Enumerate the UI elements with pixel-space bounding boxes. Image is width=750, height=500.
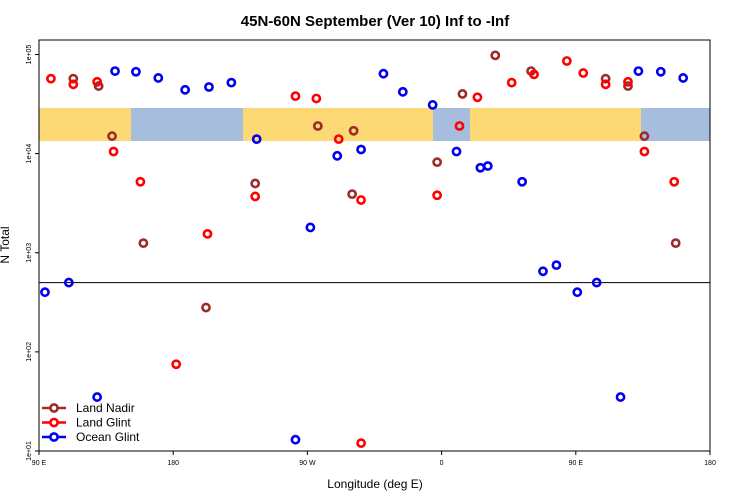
y-axis: 1e+01 1e+02 1e+03 1e+04 1e+05 xyxy=(26,45,39,461)
data-point xyxy=(633,66,644,76)
y-tick-label: 1e+02 xyxy=(26,342,33,362)
data-point xyxy=(615,392,626,402)
data-point xyxy=(153,73,164,83)
data-point xyxy=(639,146,650,157)
map-land-asia-repeat xyxy=(470,108,641,141)
data-point xyxy=(655,66,666,77)
data-point xyxy=(506,77,517,88)
data-point xyxy=(490,50,501,61)
data-point xyxy=(591,277,602,288)
data-point xyxy=(131,66,141,77)
data-point xyxy=(312,121,323,131)
data-point xyxy=(290,91,301,102)
data-point xyxy=(600,79,611,90)
data-point xyxy=(356,438,366,449)
data-point xyxy=(517,176,528,187)
data-point xyxy=(110,66,120,76)
y-axis-label: N Total xyxy=(0,226,12,263)
data-point xyxy=(561,56,572,66)
map-band xyxy=(39,108,710,141)
data-point xyxy=(454,121,465,131)
data-point xyxy=(138,238,149,249)
x-axis: 90 E 180 90 W 0 90 E 180 xyxy=(32,451,716,467)
data-point xyxy=(63,277,74,288)
data-point xyxy=(135,176,146,187)
data-point xyxy=(251,134,262,145)
data-point xyxy=(204,82,214,92)
data-point xyxy=(348,125,359,136)
map-land-asia xyxy=(39,108,131,141)
x-tick-label: 180 xyxy=(167,460,179,467)
x-tick-label: 90 E xyxy=(32,460,47,467)
legend-marker xyxy=(49,432,59,442)
data-point xyxy=(250,178,261,189)
data-point xyxy=(578,68,589,78)
data-point xyxy=(68,79,79,90)
legend-label: Land Nadir xyxy=(76,401,135,415)
legend-label: Land Glint xyxy=(76,416,131,430)
data-point xyxy=(290,434,301,445)
data-point xyxy=(92,392,103,402)
data-point xyxy=(108,146,119,157)
x-tick-label: 180 xyxy=(704,460,716,467)
data-point xyxy=(202,228,213,239)
legend-marker xyxy=(49,417,59,428)
legend-marker xyxy=(49,403,59,413)
data-point xyxy=(92,76,103,87)
data-point xyxy=(427,100,438,110)
data-point xyxy=(68,73,79,84)
x-tick-label: 0 xyxy=(440,460,444,467)
data-point xyxy=(538,266,548,277)
data-point xyxy=(250,191,261,202)
data-point xyxy=(472,92,483,103)
data-point xyxy=(378,68,389,79)
data-point xyxy=(482,161,493,171)
data-point xyxy=(46,73,56,84)
plot-frame xyxy=(38,39,711,452)
x-axis-label: Longitude (deg E) xyxy=(327,477,422,491)
data-point xyxy=(356,195,366,205)
data-point xyxy=(40,287,50,298)
data-point xyxy=(623,76,633,87)
data-point xyxy=(572,287,583,298)
y-tick-label: 1e+05 xyxy=(26,45,33,65)
data-point xyxy=(639,131,650,142)
data-point xyxy=(551,260,562,271)
data-point xyxy=(332,150,343,161)
data-point xyxy=(600,73,611,84)
data-point xyxy=(333,134,344,145)
data-point xyxy=(432,190,443,201)
data-point xyxy=(457,89,468,99)
y-tick-label: 1e+01 xyxy=(26,441,33,461)
x-tick-label: 90 E xyxy=(569,460,584,467)
data-point xyxy=(669,176,680,187)
data-point xyxy=(180,84,191,95)
data-point xyxy=(678,73,689,83)
data-point xyxy=(529,69,539,80)
data-point xyxy=(397,86,408,97)
data-point xyxy=(670,238,681,249)
data-point xyxy=(623,81,633,91)
data-point xyxy=(311,93,322,104)
data-point xyxy=(305,222,316,233)
data-point xyxy=(107,131,117,142)
legend-label: Ocean Glint xyxy=(76,430,140,444)
x-tick-label: 90 W xyxy=(299,460,316,467)
data-points xyxy=(40,50,689,449)
data-point xyxy=(347,189,358,200)
chart-title: 45N-60N September (Ver 10) Inf to -Inf xyxy=(241,13,510,30)
data-point xyxy=(171,359,182,370)
data-point xyxy=(226,77,237,88)
data-point xyxy=(201,302,211,313)
data-point xyxy=(432,157,443,168)
y-tick-label: 1e+03 xyxy=(26,243,33,263)
data-point xyxy=(451,146,462,157)
data-point xyxy=(356,144,366,155)
y-tick-label: 1e+04 xyxy=(26,144,33,164)
data-point xyxy=(475,162,486,173)
